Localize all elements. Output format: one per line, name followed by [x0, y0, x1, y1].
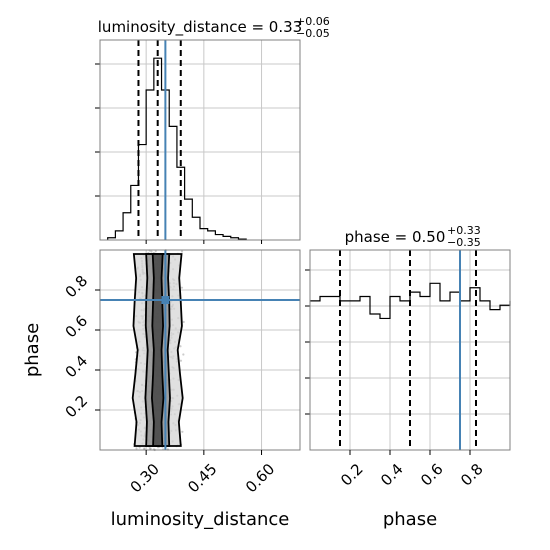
joint-sample-point	[135, 447, 138, 450]
phase-hist-step	[310, 282, 511, 320]
lum-title-main: luminosity_distance = 0.33	[98, 18, 302, 37]
joint-sample-point	[148, 447, 152, 450]
x-tick-label-phase-1: 0.4	[377, 460, 407, 490]
x-tick-label-lum-2: 0.60	[242, 460, 278, 496]
joint-sample-point	[179, 359, 183, 362]
y-tick-label-phase-3: 0.8	[62, 272, 92, 302]
x-tick-label-phase-0: 0.2	[337, 460, 367, 490]
joint-sample-point	[180, 250, 184, 253]
phase-title-sup: +0.33	[447, 224, 481, 237]
x-tick-labels-left: 0.30 0.45 0.60	[127, 460, 279, 496]
x-tick-label-phase-3: 0.8	[457, 460, 487, 490]
x-tick-labels-right: 0.2 0.4 0.6 0.8	[337, 460, 487, 490]
joint-sample-point	[150, 250, 153, 253]
lum-hist-title: luminosity_distance = 0.33	[98, 18, 302, 37]
y-tick-labels-joint: 0.2 0.4 0.6 0.8	[62, 272, 92, 422]
y-tick-label-phase-0: 0.2	[62, 392, 92, 422]
joint-sample-point	[138, 446, 141, 449]
joint-sample-point	[179, 345, 182, 348]
joint-panel	[95, 249, 301, 455]
joint-sample-point	[181, 430, 184, 433]
joint-sample-point	[182, 353, 185, 356]
y-tick-label-phase-2: 0.6	[62, 312, 92, 342]
joint-truth-marker	[161, 296, 170, 304]
ylabel-joint: phase	[22, 323, 43, 377]
joint-contour-2	[151, 253, 165, 447]
lum-hist-step	[107, 57, 247, 240]
x-tick-label-lum-0: 0.30	[127, 460, 163, 496]
y-tick-label-phase-1: 0.4	[62, 352, 92, 382]
xlabel-right: phase	[383, 509, 437, 530]
phase-hist-title: phase = 0.50	[345, 228, 446, 246]
joint-sample-point	[180, 286, 184, 289]
x-tick-label-phase-2: 0.6	[417, 460, 447, 490]
phase-hist-panel	[305, 249, 511, 455]
lum-title-sup: +0.06	[296, 15, 330, 28]
xlabel-left: luminosity_distance	[111, 509, 290, 530]
x-tick-label-lum-1: 0.45	[184, 460, 220, 496]
lum-title-sub: −0.05	[296, 27, 330, 40]
phase-frame	[309, 249, 511, 451]
joint-sample-point	[182, 320, 185, 324]
lum-frame	[99, 39, 301, 241]
phase-title-sub: −0.35	[447, 236, 481, 249]
phase-title-main: phase = 0.50	[345, 228, 446, 246]
lum-hist-panel	[95, 39, 301, 244]
joint-frame	[99, 249, 301, 451]
joint-sample-point	[143, 447, 146, 450]
